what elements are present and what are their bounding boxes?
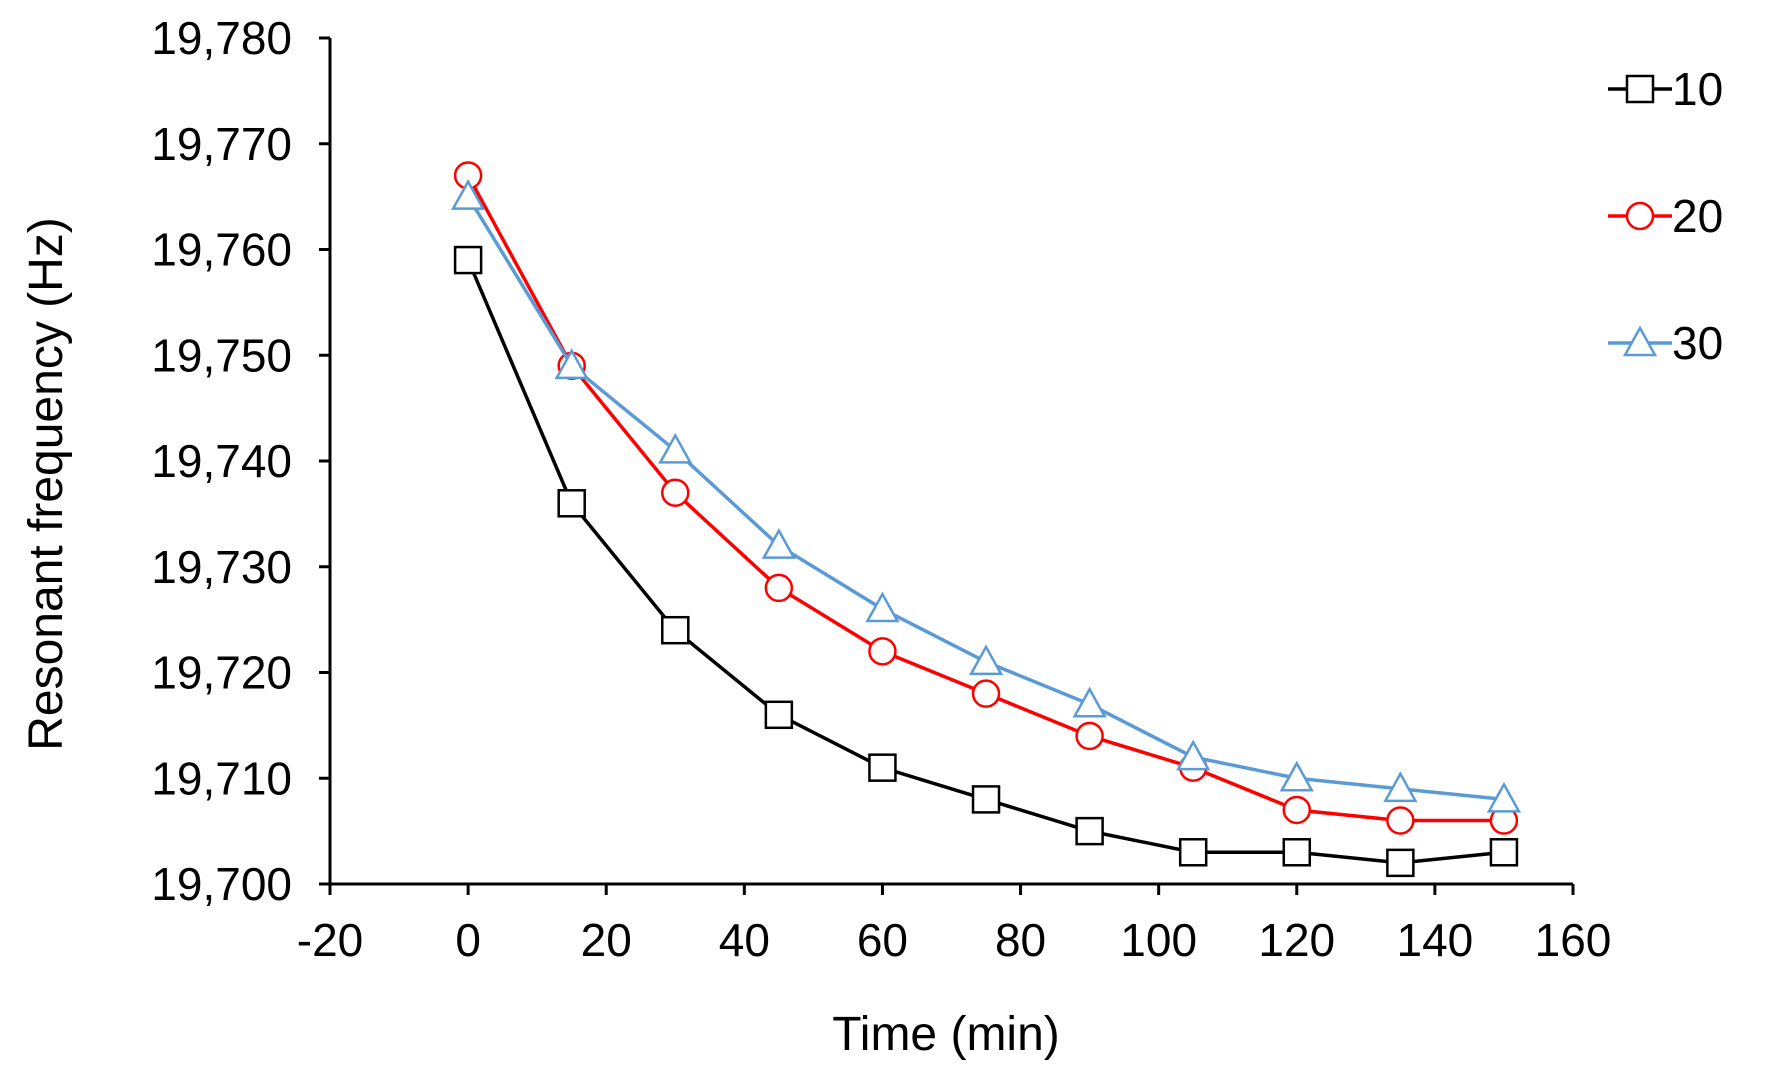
data-point-square	[1178, 838, 1208, 867]
x-tick-label: 40	[719, 914, 770, 966]
y-axis-title: Resonant frequency (Hz)	[20, 217, 73, 751]
y-tick-label: 19,760	[151, 224, 292, 276]
legend-marker-square	[1625, 74, 1655, 104]
y-tick-label: 19,750	[151, 329, 292, 381]
data-point-triangle	[1176, 739, 1211, 771]
data-point-circle	[764, 573, 794, 603]
data-point-square	[557, 489, 586, 518]
data-point-square	[661, 615, 690, 645]
x-tick-label: 100	[1120, 914, 1197, 966]
legend-marker-triangle	[1622, 325, 1658, 357]
series-line	[466, 195, 1505, 802]
data-point-square	[1075, 816, 1104, 846]
x-tick-label: 160	[1535, 914, 1612, 966]
y-tick-label: 19,780	[151, 12, 292, 64]
legend-item: 10	[1608, 63, 1723, 115]
data-point-triangle	[1383, 771, 1418, 803]
data-point-circle	[1075, 721, 1104, 751]
legend-marker-circle	[1625, 201, 1655, 231]
y-tick-label: 19,770	[151, 118, 292, 170]
y-tick-label: 19,730	[151, 541, 292, 593]
x-axis-title: Time (min)	[832, 1008, 1060, 1061]
y-ticks: 19,700 19,710 19,720 19,730 19,740 19,750 19,7…	[151, 12, 330, 910]
legend-label: 20	[1672, 190, 1723, 242]
data-point-triangle	[865, 591, 900, 623]
x-tick-label: 140	[1397, 914, 1474, 966]
y-tick-label: 19,740	[151, 435, 292, 487]
data-point-triangle	[554, 348, 589, 380]
data-point-circle	[1282, 795, 1312, 825]
series-line	[466, 259, 1505, 865]
legend-item: 20	[1608, 190, 1723, 242]
series-30	[450, 179, 1522, 813]
data-point-square	[1489, 838, 1519, 867]
data-point-square	[971, 785, 1001, 814]
data-point-square	[868, 753, 897, 782]
data-point-square	[764, 700, 794, 730]
series-20	[453, 161, 1519, 835]
data-point-circle	[868, 637, 897, 666]
legend: 10 20 30	[1608, 63, 1723, 369]
x-tick-label: 60	[857, 914, 908, 966]
series-10	[453, 245, 1519, 878]
legend-label: 30	[1672, 317, 1723, 369]
x-tick-label: 20	[581, 914, 632, 966]
data-point-circle	[1386, 806, 1415, 835]
axes	[328, 38, 1573, 886]
series-line	[466, 174, 1504, 823]
data-point-square	[453, 245, 483, 275]
y-tick-label: 19,720	[151, 647, 292, 699]
data-point-square	[1282, 838, 1312, 867]
x-tick-label: 120	[1258, 914, 1335, 966]
y-tick-label: 19,700	[151, 858, 292, 910]
data-point-square	[1386, 848, 1415, 878]
x-tick-label: 0	[455, 914, 481, 966]
data-point-triangle	[1486, 781, 1522, 813]
legend-label: 10	[1672, 63, 1723, 115]
data-point-circle	[661, 478, 690, 507]
data-point-triangle	[1279, 760, 1314, 792]
data-point-triangle	[968, 644, 1004, 676]
data-point-triangle	[761, 528, 796, 559]
data-point-triangle	[1072, 686, 1107, 718]
legend-item: 30	[1608, 317, 1723, 369]
data-point-circle	[971, 679, 1001, 708]
series-layer	[450, 161, 1522, 878]
data-point-triangle	[450, 179, 486, 210]
x-tick-label: 80	[995, 914, 1046, 966]
y-tick-label: 19,710	[151, 752, 292, 804]
x-ticks: -20 0 20 40 60 80 100 120 140 160	[297, 884, 1612, 966]
x-tick-label: -20	[297, 914, 363, 966]
data-point-triangle	[658, 432, 693, 464]
